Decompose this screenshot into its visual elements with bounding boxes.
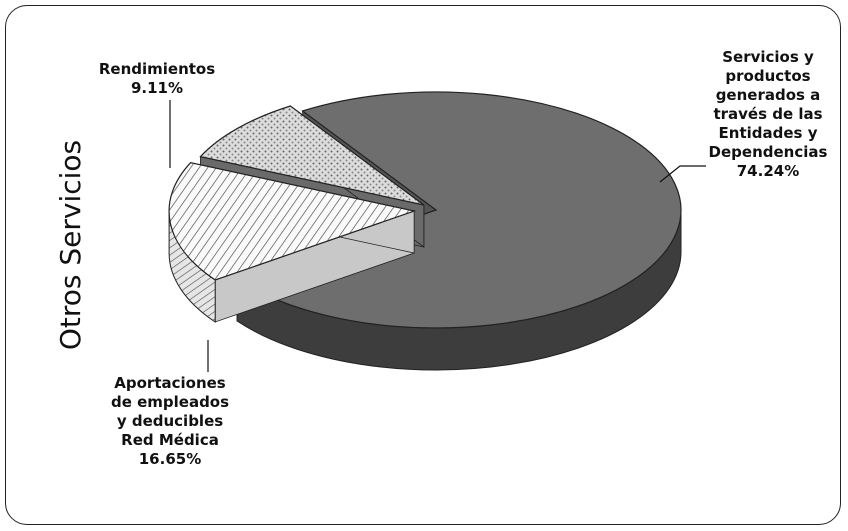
- slice-top: [199, 105, 425, 206]
- slice-value-label: 16.65%: [139, 450, 201, 468]
- slice-name-line: Servicios y: [722, 48, 814, 66]
- slice-value-label: 9.11%: [131, 79, 183, 97]
- leader-lines: [169, 100, 706, 372]
- slice-name-line: Red Médica: [121, 431, 219, 449]
- slice-label: Servicios y productos generados a través de…: [709, 48, 828, 180]
- slice-name-line: través de las: [713, 105, 822, 123]
- y-axis-label: Otros Servicios: [54, 140, 87, 350]
- slice-name-line: generados a: [716, 86, 821, 104]
- slice-value-label: 74.24%: [737, 162, 799, 180]
- slice-name-line: Rendimientos: [99, 60, 215, 78]
- slice-name-line: Dependencias: [709, 143, 828, 161]
- slice-top: [168, 162, 417, 281]
- slice-name-line: Aportaciones: [114, 374, 226, 392]
- leader-line: [659, 165, 706, 183]
- slice-name-line: y deducibles: [117, 412, 223, 430]
- slice-1: [168, 162, 417, 323]
- slices-layer: [168, 91, 682, 371]
- slice-name-line: Entidades y: [719, 124, 818, 142]
- slice-name-line: de empleados: [111, 393, 229, 411]
- slice-label: Rendimientos 9.11%: [99, 60, 215, 97]
- slice-name-line: productos: [725, 67, 810, 85]
- slice-label: Aportaciones de empleados y deducibles Red …: [111, 374, 229, 468]
- slice-labels: Servicios y productos generados a través de…: [99, 48, 828, 468]
